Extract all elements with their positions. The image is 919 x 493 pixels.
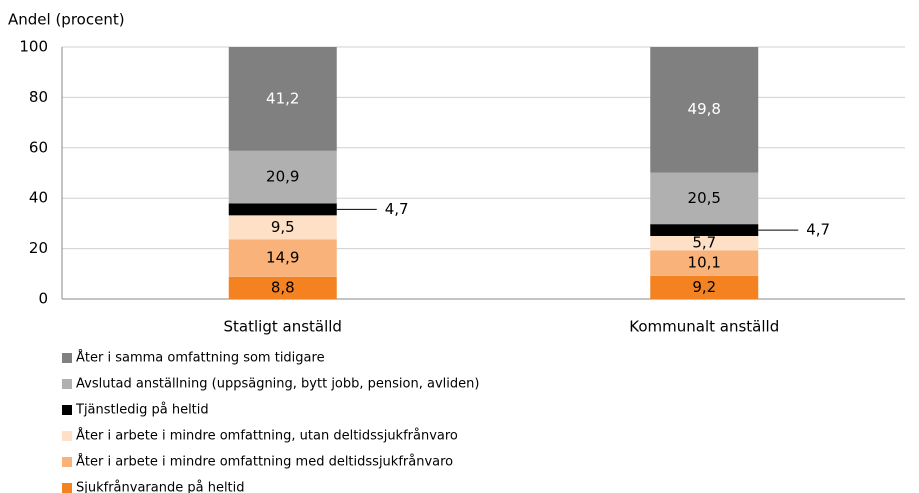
bar-segment — [228, 276, 337, 299]
x-tick-label: Kommunalt anställd — [629, 318, 779, 336]
x-tick-label: Statligt anställd — [224, 318, 342, 336]
bar-segment — [228, 239, 337, 277]
bar-segment — [650, 172, 759, 225]
bar-segment — [228, 47, 337, 151]
value-label: 49,8 — [688, 100, 721, 118]
value-label: 5,7 — [692, 234, 716, 252]
y-tick-label: 60 — [29, 138, 48, 156]
y-tick-label: 80 — [29, 88, 48, 106]
value-label: 20,5 — [688, 189, 721, 207]
legend-label: Åter i arbete i mindre omfattning med de… — [76, 454, 453, 470]
y-axis-label: Andel (procent) — [8, 11, 125, 29]
bar-segment — [228, 203, 337, 216]
legend-swatch — [62, 483, 72, 493]
legend-label: Tjänstledig på heltid — [75, 403, 209, 418]
y-tick-label: 40 — [29, 189, 48, 207]
bar-segment — [650, 224, 759, 236]
value-label: 14,9 — [266, 249, 299, 267]
bar-segment — [650, 236, 759, 251]
bar-segment — [650, 250, 759, 276]
value-label: 9,2 — [692, 278, 716, 296]
legend-label: Åter i samma omfattning som tidigare — [76, 350, 325, 366]
value-label: 8,8 — [271, 278, 295, 296]
bar-segment — [228, 150, 337, 204]
value-label: 41,2 — [266, 89, 299, 107]
legend-swatch — [62, 431, 72, 441]
y-tick-label: 100 — [19, 38, 48, 56]
value-label: 9,5 — [271, 218, 295, 236]
legend-label: Åter i arbete i mindre omfattning, utan … — [76, 428, 458, 444]
y-tick-label: 0 — [38, 290, 48, 308]
legend-swatch — [62, 457, 72, 467]
value-label: 4,7 — [806, 221, 830, 239]
value-label: 20,9 — [266, 168, 299, 186]
bar-segment — [650, 275, 759, 299]
legend-label: Avslutad anställning (uppsägning, bytt j… — [76, 377, 479, 392]
legend-swatch — [62, 405, 72, 415]
legend-swatch — [62, 353, 72, 363]
value-label: 10,1 — [688, 254, 721, 272]
bar-segment — [650, 47, 759, 173]
bar-segment — [228, 215, 337, 240]
value-label: 4,7 — [385, 200, 409, 218]
y-tick-label: 20 — [29, 239, 48, 257]
legend-swatch — [62, 379, 72, 389]
legend-label: Sjukfrånvarande på heltid — [76, 481, 245, 493]
